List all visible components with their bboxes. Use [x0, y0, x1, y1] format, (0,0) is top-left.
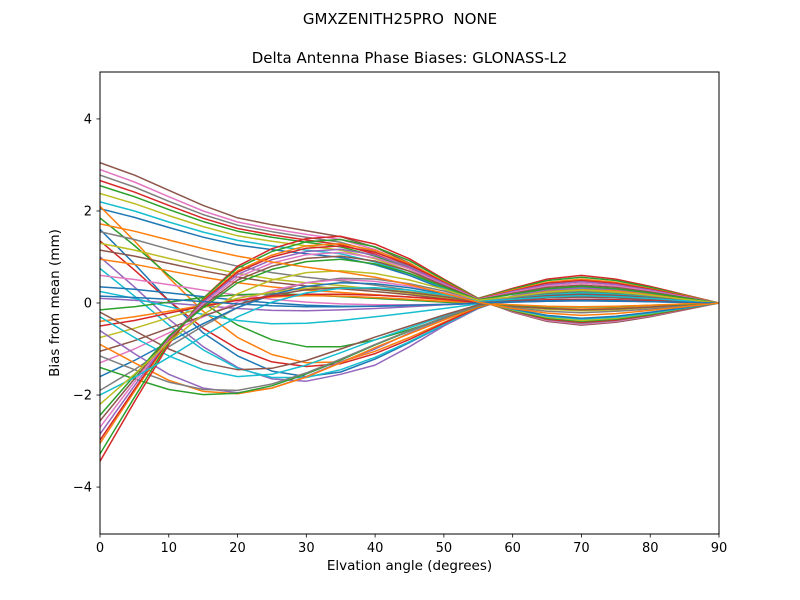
y-tick-label: 0 — [84, 297, 92, 312]
bias-curve-36 — [100, 235, 719, 463]
x-tick-label: 0 — [96, 541, 104, 556]
bias-curve-45 — [100, 270, 719, 405]
bias-curve-13 — [100, 240, 719, 368]
bias-curve-28 — [100, 287, 719, 353]
x-tick-label: 50 — [436, 541, 453, 556]
bias-curve-31 — [100, 288, 719, 395]
x-tick-label: 10 — [161, 541, 178, 556]
x-tick-label: 80 — [642, 541, 659, 556]
chart-title: Delta Antenna Phase Biases: GLONASS-L2 — [251, 49, 568, 67]
bias-curve-33 — [100, 292, 719, 378]
x-tick-label: 30 — [298, 541, 315, 556]
bias-curve-43 — [100, 258, 719, 417]
y-tick-label: 4 — [84, 112, 92, 127]
x-tick-label: 20 — [229, 541, 246, 556]
y-tick-label: 2 — [84, 204, 92, 219]
series-lines — [100, 161, 719, 463]
bias-curve-30 — [100, 287, 719, 394]
x-tick-label: 40 — [367, 541, 384, 556]
bias-curve-37 — [100, 238, 719, 455]
y-tick-label: −2 — [73, 389, 92, 404]
x-axis-label: Elvation angle (degrees) — [326, 558, 493, 574]
bias-curve-42 — [100, 255, 719, 422]
axes-spines — [99, 71, 720, 535]
bias-curve-18 — [100, 249, 719, 311]
chart-suptitle: GMXZENITH25PRO NONE — [302, 10, 498, 28]
x-tick-label: 70 — [573, 541, 590, 556]
x-tick-label: 90 — [711, 541, 728, 556]
bias-curve-7 — [100, 207, 719, 319]
bias-curve-14 — [100, 242, 719, 312]
bias-curve-41 — [100, 251, 719, 428]
x-tick-label: 60 — [504, 541, 521, 556]
bias-curve-9 — [100, 228, 719, 378]
y-tick-label: −4 — [73, 481, 92, 496]
bias-curve-47 — [100, 223, 719, 317]
bias-curve-46 — [100, 295, 719, 308]
bias-curve-44 — [100, 287, 719, 396]
bias-curve-35 — [100, 293, 719, 371]
bias-curve-39 — [100, 245, 719, 441]
